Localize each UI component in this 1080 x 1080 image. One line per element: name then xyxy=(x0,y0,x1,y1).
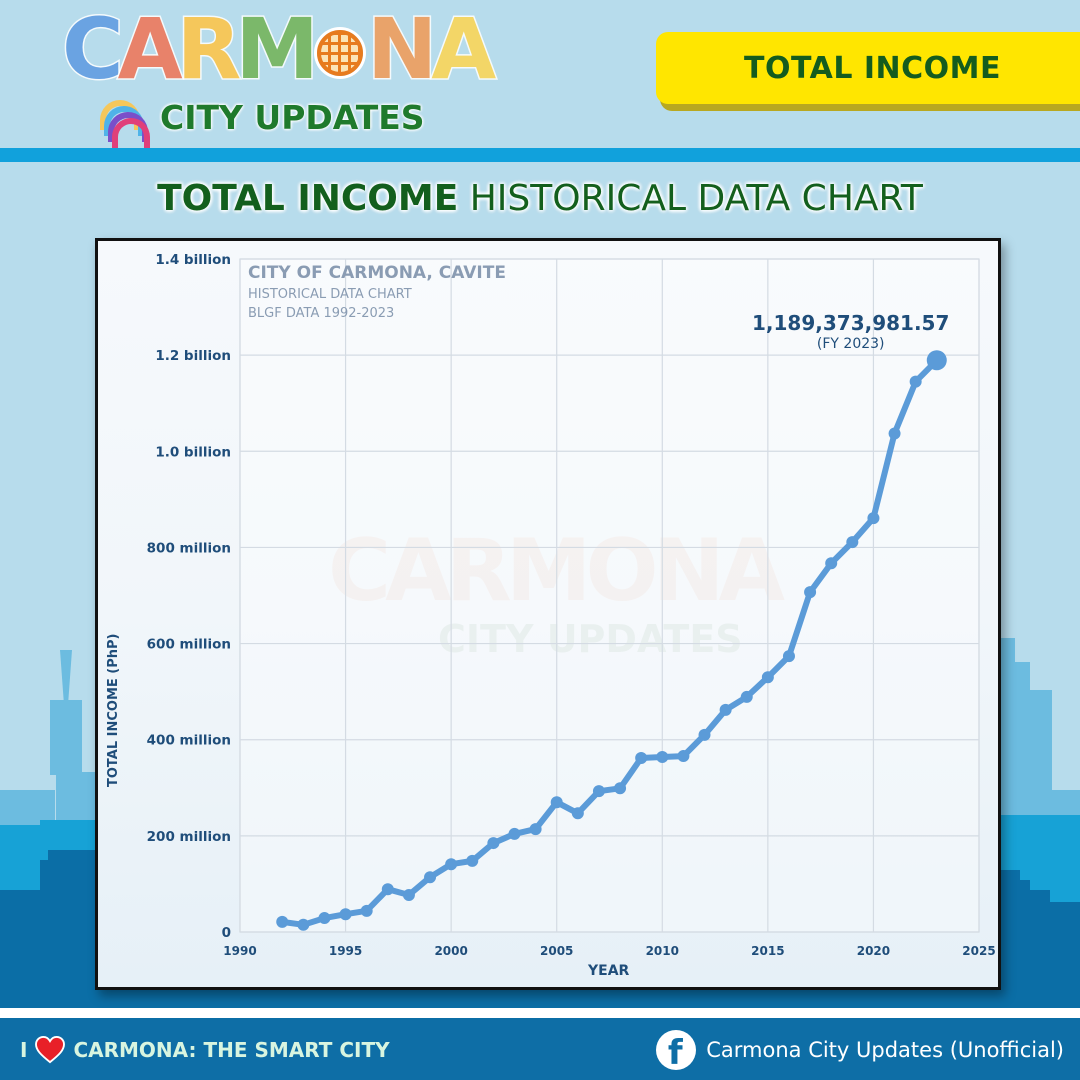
data-point xyxy=(888,427,901,440)
y-tick-label: 200 million xyxy=(147,829,231,845)
y-axis-title: TOTAL INCOME (PhP) xyxy=(106,633,121,788)
logo-letter: M xyxy=(234,0,321,98)
y-tick-label: 1.2 billion xyxy=(155,348,231,364)
footer-divider xyxy=(0,1008,1080,1018)
data-point xyxy=(381,883,394,896)
annotation-subtitle: HISTORICAL DATA CHART xyxy=(248,287,412,302)
data-point xyxy=(318,912,331,925)
data-point xyxy=(804,586,817,599)
y-tick-label: 800 million xyxy=(147,540,231,556)
logo-letter: A xyxy=(430,0,498,98)
logo-subtitle-row: CITY UPDATES xyxy=(98,98,425,148)
facebook-icon: f xyxy=(656,1030,697,1070)
data-point xyxy=(508,827,521,840)
data-point xyxy=(466,854,479,867)
data-point xyxy=(698,728,711,741)
data-point xyxy=(656,751,669,764)
data-point xyxy=(867,512,880,525)
data-point xyxy=(761,671,774,684)
annotation-city: CITY OF CARMONA, CAVITE xyxy=(248,263,506,283)
page-title: TOTAL INCOME HISTORICAL DATA CHART xyxy=(0,178,1080,219)
logo-letter: C xyxy=(61,0,126,98)
data-point xyxy=(592,785,605,798)
data-point xyxy=(360,904,373,917)
logo-letter: N xyxy=(365,0,438,98)
data-point xyxy=(297,918,310,931)
data-point xyxy=(719,703,732,716)
callout-value: 1,189,373,981.57 xyxy=(752,311,950,335)
data-point xyxy=(846,536,859,549)
data-point xyxy=(424,871,437,884)
x-tick-label: 2010 xyxy=(646,944,679,958)
page-title-rest: HISTORICAL DATA CHART xyxy=(458,178,923,219)
facebook-page-name: Carmona City Updates (Unofficial) xyxy=(706,1038,1064,1062)
y-tick-label: 400 million xyxy=(147,733,231,749)
x-tick-label: 1995 xyxy=(329,944,362,958)
slogan-text: CARMONA: THE SMART CITY xyxy=(73,1038,390,1062)
footer: I CARMONA: THE SMART CITY f Carmona City… xyxy=(0,1020,1080,1080)
data-point xyxy=(571,807,584,820)
topic-badge: TOTAL INCOME xyxy=(656,32,1080,104)
heart-icon xyxy=(35,1036,66,1064)
x-tick-label: 2000 xyxy=(434,944,467,958)
data-point xyxy=(529,823,542,836)
annotation-source: BLGF DATA 1992-2023 xyxy=(248,306,395,321)
data-point xyxy=(614,782,627,795)
page-title-bold: TOTAL INCOME xyxy=(157,178,459,219)
data-point xyxy=(487,837,500,850)
topic-badge-label: TOTAL INCOME xyxy=(744,50,1002,86)
y-tick-label: 0 xyxy=(222,925,231,941)
x-tick-label: 2020 xyxy=(857,944,890,958)
data-point xyxy=(825,557,838,570)
logo-letter: R xyxy=(175,0,243,98)
data-point xyxy=(402,888,415,901)
footer-slogan: I CARMONA: THE SMART CITY xyxy=(20,1036,390,1064)
data-point xyxy=(445,858,458,871)
facebook-page-link[interactable]: f Carmona City Updates (Unofficial) xyxy=(656,1030,1064,1070)
chart-annotation: CITY OF CARMONA, CAVITE HISTORICAL DATA … xyxy=(248,263,506,321)
y-tick-label: 600 million xyxy=(147,637,231,653)
y-tick-label: 1.4 billion xyxy=(155,252,231,268)
y-tick-label: 1.0 billion xyxy=(155,444,231,460)
x-tick-label: 2015 xyxy=(751,944,784,958)
data-point xyxy=(782,650,795,663)
x-tick-label: 2025 xyxy=(962,944,995,958)
logo-letter: A xyxy=(116,0,184,98)
header-divider xyxy=(0,148,1080,162)
callout-year: (FY 2023) xyxy=(816,336,885,352)
data-point xyxy=(276,915,289,928)
line-chart: 0 200 million 400 million 600 million 800 mi… xyxy=(147,252,996,958)
data-point xyxy=(339,908,352,921)
globe-icon xyxy=(316,30,363,76)
x-tick-label: 1990 xyxy=(223,944,256,958)
data-point xyxy=(740,690,753,703)
x-axis-title: YEAR xyxy=(588,963,630,979)
logo-subtitle: CITY UPDATES xyxy=(160,98,425,137)
x-tick-label: 2005 xyxy=(540,944,573,958)
data-point xyxy=(550,796,563,809)
data-point xyxy=(635,751,648,764)
data-point xyxy=(909,375,922,388)
latest-data-point xyxy=(926,350,947,371)
rainbow-icon xyxy=(98,99,150,148)
latest-value-callout: 1,189,373,981.57 (FY 2023) xyxy=(752,311,949,352)
slogan-prefix: I xyxy=(20,1038,28,1062)
data-point xyxy=(677,750,690,763)
